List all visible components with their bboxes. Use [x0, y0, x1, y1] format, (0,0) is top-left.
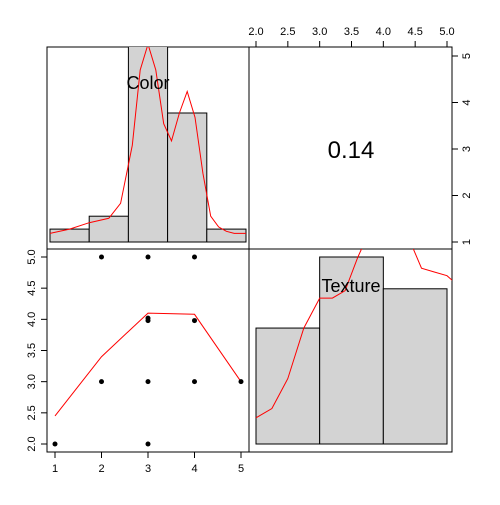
histogram-bars: [255, 249, 452, 445]
density-curve: [255, 249, 452, 419]
panel-scatter: [46, 248, 250, 453]
scatter-point: [52, 441, 58, 447]
bottom-axis: 1 2 3 4 5: [52, 451, 244, 475]
scatter-point: [192, 254, 197, 260]
variable-label-texture: Texture: [321, 276, 380, 296]
histogram-bar: [382, 288, 448, 445]
left-axis: 2.0 2.5 3.0 3.5 4.0 4.5 5.0: [26, 249, 48, 452]
histogram-bar: [127, 47, 169, 243]
tick-label: 3.5: [26, 343, 38, 358]
tick-label: 3: [145, 463, 151, 475]
scatter-point: [145, 315, 151, 321]
scatter-point: [99, 379, 104, 385]
tick-label: 5: [238, 463, 244, 475]
tick-label: 4.5: [408, 26, 423, 38]
histogram-bar: [255, 327, 321, 445]
panel-frame: [46, 248, 250, 453]
top-axis: 2.0 2.5 3.0 3.5 4.0 4.5 5.0: [248, 26, 455, 48]
scatter-point: [99, 254, 104, 260]
tick-label: 2: [461, 192, 473, 198]
correlation-value: 0.14: [328, 137, 375, 164]
tick-label: 3.0: [26, 374, 38, 389]
scatter-point: [145, 379, 151, 385]
tick-label: 2: [98, 463, 104, 475]
scatter-point: [192, 379, 197, 385]
panel-correlation: 0.14: [248, 46, 453, 250]
tick-label: 5.0: [26, 249, 38, 264]
tick-label: 3.0: [312, 26, 327, 38]
tick-label: 4: [461, 99, 473, 105]
tick-label: 2.0: [248, 26, 263, 38]
tick-label: 3: [461, 146, 473, 152]
histogram-bars: [49, 47, 247, 243]
scatter-point: [238, 379, 244, 385]
scatter-point: [145, 441, 151, 447]
panel-texture-histogram: Texture: [248, 248, 453, 453]
histogram-bar: [88, 215, 129, 243]
panel-frame: [248, 248, 453, 453]
histogram-bar: [206, 228, 247, 243]
tick-label: 4: [191, 463, 197, 475]
tick-label: 5: [461, 53, 473, 59]
scatter-marks: [52, 254, 244, 447]
tick-label: 1: [52, 463, 58, 475]
tick-label: 3.5: [344, 26, 359, 38]
density-curve: [49, 47, 246, 234]
variable-label-color: Color: [126, 73, 169, 93]
tick-label: 4.5: [26, 281, 38, 296]
tick-label: 2.5: [26, 405, 38, 420]
scatter-point: [145, 254, 151, 260]
histogram-bar: [167, 112, 208, 243]
scatter-point: [192, 318, 197, 324]
histogram-bar: [49, 228, 90, 243]
tick-label: 1: [461, 239, 473, 245]
tick-label: 5.0: [439, 26, 454, 38]
smooth-line: [54, 312, 242, 417]
tick-label: 4.0: [26, 312, 38, 327]
tick-label: 2.5: [280, 26, 295, 38]
tick-label: 2.0: [26, 436, 38, 451]
panel-color-histogram: Color: [46, 46, 250, 250]
tick-label: 4.0: [376, 26, 391, 38]
right-axis: 1 2 3 4 5: [451, 53, 473, 245]
